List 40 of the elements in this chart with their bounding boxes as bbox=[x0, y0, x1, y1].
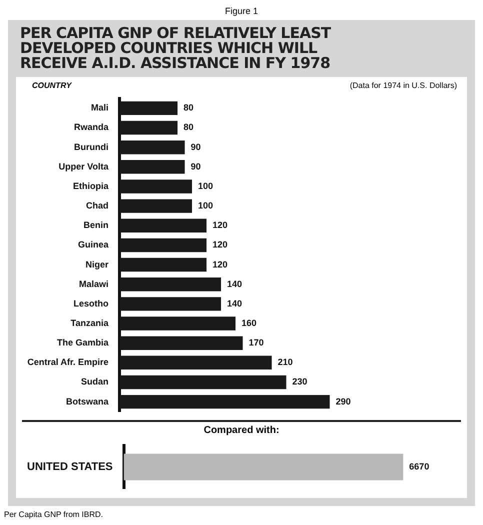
y-tick-label: Tanzania bbox=[70, 318, 110, 328]
y-tick-label: Sudan bbox=[81, 376, 109, 387]
data-label: 140 bbox=[227, 278, 242, 289]
data-label: 290 bbox=[336, 396, 351, 406]
y-tick-label: Guinea bbox=[78, 240, 110, 250]
data-label: 140 bbox=[227, 298, 242, 308]
y-tick-label: Upper Volta bbox=[58, 161, 110, 172]
y-tick-label: Central Afr. Empire bbox=[27, 357, 109, 368]
data-label: 80 bbox=[184, 122, 194, 132]
y-tick-label: The Gambia bbox=[57, 338, 110, 348]
chart-title: PER CAPITA GNP OF RELATIVELY LEAST DEVELOPED COUNTRIES WHICH WILL RECEIVE A.I.D. ASSISTANCE IN FY 1978 bbox=[20, 24, 332, 72]
data-label: 90 bbox=[190, 142, 201, 152]
y-tick-label: Botswana bbox=[66, 396, 110, 406]
data-label: 120 bbox=[212, 220, 228, 230]
y-axis-title: COUNTRY bbox=[32, 81, 72, 90]
y-tick-label: Benin bbox=[84, 220, 109, 230]
data-label: 160 bbox=[242, 318, 257, 328]
y-tick-label: Chad bbox=[86, 200, 109, 211]
data-label: 120 bbox=[212, 259, 228, 270]
data-label: 100 bbox=[198, 180, 214, 191]
data-label: 120 bbox=[212, 240, 228, 250]
y-tick-label: Mali bbox=[91, 102, 109, 113]
caption: Figure 1 bbox=[224, 6, 260, 16]
y-tick-label: Lesotho bbox=[74, 298, 110, 308]
text: Per Capita GNP from IBRD. bbox=[4, 510, 104, 519]
data-label: 210 bbox=[278, 357, 293, 368]
data-label: 100 bbox=[198, 200, 214, 211]
data-label: 90 bbox=[190, 161, 201, 172]
y-tick-label: UNITED STATES bbox=[26, 461, 113, 474]
y-tick-label: Rwanda bbox=[74, 122, 110, 132]
y-tick-label: Ethiopia bbox=[73, 180, 110, 191]
data-label: 170 bbox=[248, 338, 264, 348]
y-tick-label: Niger bbox=[86, 259, 110, 270]
y-tick-label: Malawi bbox=[79, 278, 109, 289]
text: (Data for 1974 in U.S. Dollars) bbox=[350, 81, 457, 90]
y-tick-label: Burundi bbox=[74, 142, 109, 152]
data-label: 80 bbox=[184, 102, 194, 113]
data-label: 6670 bbox=[409, 461, 430, 472]
data-label: 230 bbox=[292, 376, 308, 387]
chart-title: Compared with: bbox=[202, 424, 280, 436]
